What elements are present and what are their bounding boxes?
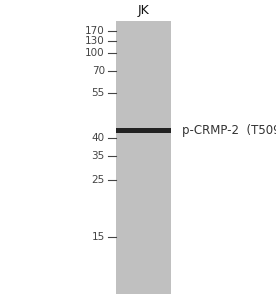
Text: 35: 35 bbox=[92, 151, 105, 161]
Bar bbox=[116, 128, 171, 133]
Text: 70: 70 bbox=[92, 65, 105, 76]
Text: 130: 130 bbox=[85, 35, 105, 46]
Text: 100: 100 bbox=[85, 47, 105, 58]
Text: 55: 55 bbox=[92, 88, 105, 98]
Text: 15: 15 bbox=[92, 232, 105, 242]
Text: p-CRMP-2  (T509): p-CRMP-2 (T509) bbox=[182, 124, 276, 137]
Text: JK: JK bbox=[138, 4, 149, 17]
Text: 40: 40 bbox=[92, 133, 105, 143]
Text: 170: 170 bbox=[85, 26, 105, 36]
Bar bbox=[116, 21, 171, 294]
Text: 25: 25 bbox=[92, 175, 105, 185]
